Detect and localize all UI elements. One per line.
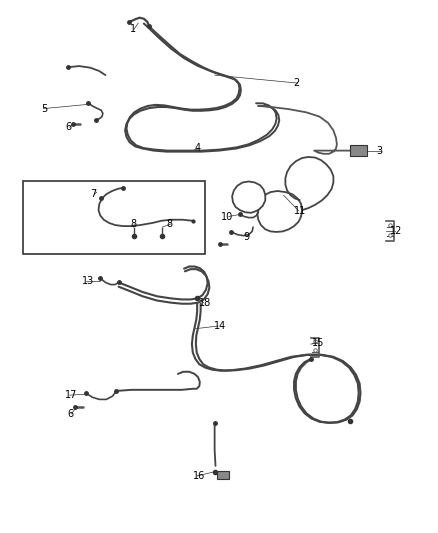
Text: 15: 15 [312,338,325,348]
Text: 4: 4 [195,143,201,154]
Text: 18: 18 [199,297,212,308]
Text: 1: 1 [130,25,136,35]
Text: 8: 8 [166,219,173,229]
Text: 2: 2 [293,78,300,88]
Text: 17: 17 [65,390,78,400]
FancyBboxPatch shape [350,145,367,157]
Text: 6: 6 [65,122,71,132]
Text: 7: 7 [90,189,96,199]
Text: 12: 12 [390,226,403,236]
Text: 6: 6 [67,409,73,419]
FancyBboxPatch shape [217,471,230,479]
Text: 8: 8 [130,219,136,229]
Text: 3: 3 [376,146,382,156]
Text: 14: 14 [214,321,226,331]
Bar [22,181,205,254]
Text: 13: 13 [81,277,94,286]
Text: 11: 11 [294,206,306,216]
Text: 10: 10 [221,212,233,222]
Text: 16: 16 [193,471,205,481]
Text: 5: 5 [42,103,48,114]
Text: 9: 9 [244,232,250,242]
